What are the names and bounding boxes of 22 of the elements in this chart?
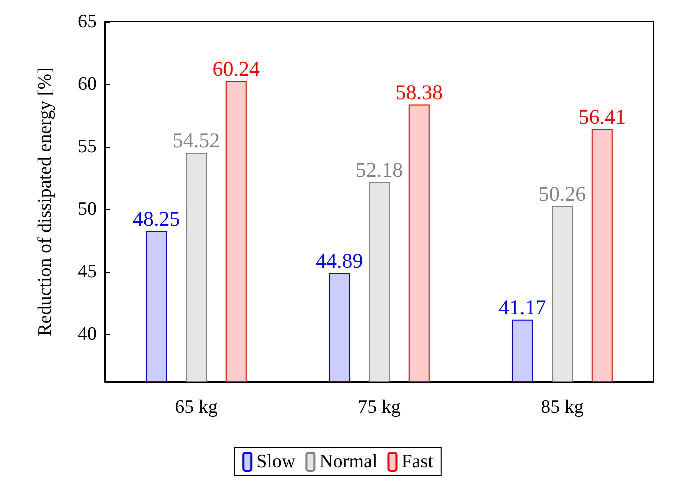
y-tick-label: 45 <box>78 262 97 282</box>
y-tick-label: 40 <box>78 324 97 345</box>
data-label: 56.41 <box>578 104 626 129</box>
data-label: 60.24 <box>212 57 261 81</box>
y-tick-label: 55 <box>78 136 97 158</box>
data-label: 48.25 <box>132 206 180 231</box>
x-tick-label: 85 kg <box>541 397 584 418</box>
y-tick-label: 60 <box>78 74 97 95</box>
legend-label: Normal <box>320 452 378 472</box>
y-tick-label: 65 <box>78 12 97 32</box>
data-label: 44.89 <box>316 248 364 273</box>
data-label: 58.38 <box>396 80 444 104</box>
y-axis-title: Reduction of dissipated energy [%] <box>35 68 56 336</box>
data-label: 41.17 <box>498 295 546 320</box>
data-label: 52.18 <box>356 158 404 182</box>
x-tick-label: 65 kg <box>175 397 218 418</box>
x-tick-label: 75 kg <box>358 397 402 418</box>
legend-label: Slow <box>256 452 296 472</box>
data-label: 54.52 <box>172 128 220 152</box>
data-label: 50.26 <box>538 182 586 206</box>
legend-label: Fast <box>402 452 434 472</box>
y-tick-label: 50 <box>78 199 97 220</box>
